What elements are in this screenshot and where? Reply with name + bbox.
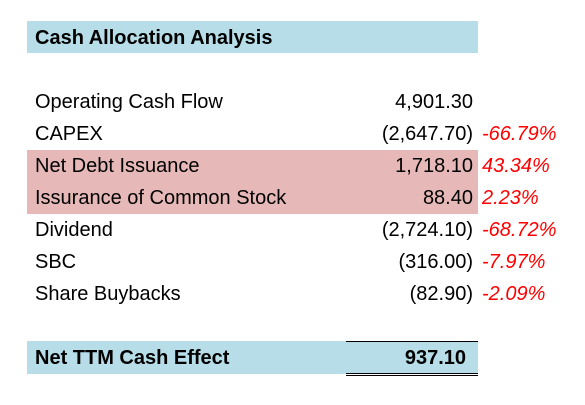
row-label: SBC (35, 251, 77, 273)
row-value: (2,724.10) (381, 219, 473, 241)
row-percent: -66.79% (482, 123, 557, 145)
total-row: Net TTM Cash Effect 937.10 (27, 341, 478, 374)
total-value: 937.10 (404, 347, 466, 369)
row-percent: 2.23% (482, 187, 539, 209)
row-label: Net Debt Issuance (35, 155, 200, 177)
table-row-net-debt-issuance: Net Debt Issuance 1,718.10 43.34% (0, 150, 585, 182)
total-label: Net TTM Cash Effect (35, 347, 230, 369)
table-row-dividend: Dividend (2,724.10) -68.72% (0, 214, 585, 246)
row-percent: -68.72% (482, 219, 557, 241)
row-percent: 43.34% (482, 155, 550, 177)
table-row-operating-cash-flow: Operating Cash Flow 4,901.30 (0, 86, 585, 118)
table-row-common-stock-issuance: Issurance of Common Stock 88.40 2.23% (0, 182, 585, 214)
row-label: Operating Cash Flow (35, 91, 223, 113)
total-top-border (346, 341, 478, 342)
row-percent: -2.09% (482, 283, 546, 305)
row-label: Share Buybacks (35, 283, 181, 305)
highlight-band (27, 150, 478, 214)
table-row-capex: CAPEX (2,647.70) -66.79% (0, 118, 585, 150)
total-double-underline (346, 373, 478, 376)
table-row-share-buybacks: Share Buybacks (82.90) -2.09% (0, 278, 585, 310)
row-label: CAPEX (35, 123, 103, 145)
row-value: 1,718.10 (395, 155, 473, 177)
row-value: (316.00) (398, 251, 474, 273)
sheet-title: Cash Allocation Analysis (35, 27, 273, 49)
row-label: Issurance of Common Stock (35, 187, 287, 209)
row-label: Dividend (35, 219, 113, 241)
row-value: (2,647.70) (381, 123, 473, 145)
row-value: (82.90) (409, 283, 473, 305)
row-value: 4,901.30 (395, 91, 473, 113)
row-percent: -7.97% (482, 251, 546, 273)
row-value: 88.40 (422, 187, 473, 209)
table-row-sbc: SBC (316.00) -7.97% (0, 246, 585, 278)
title-header: Cash Allocation Analysis (27, 21, 478, 53)
